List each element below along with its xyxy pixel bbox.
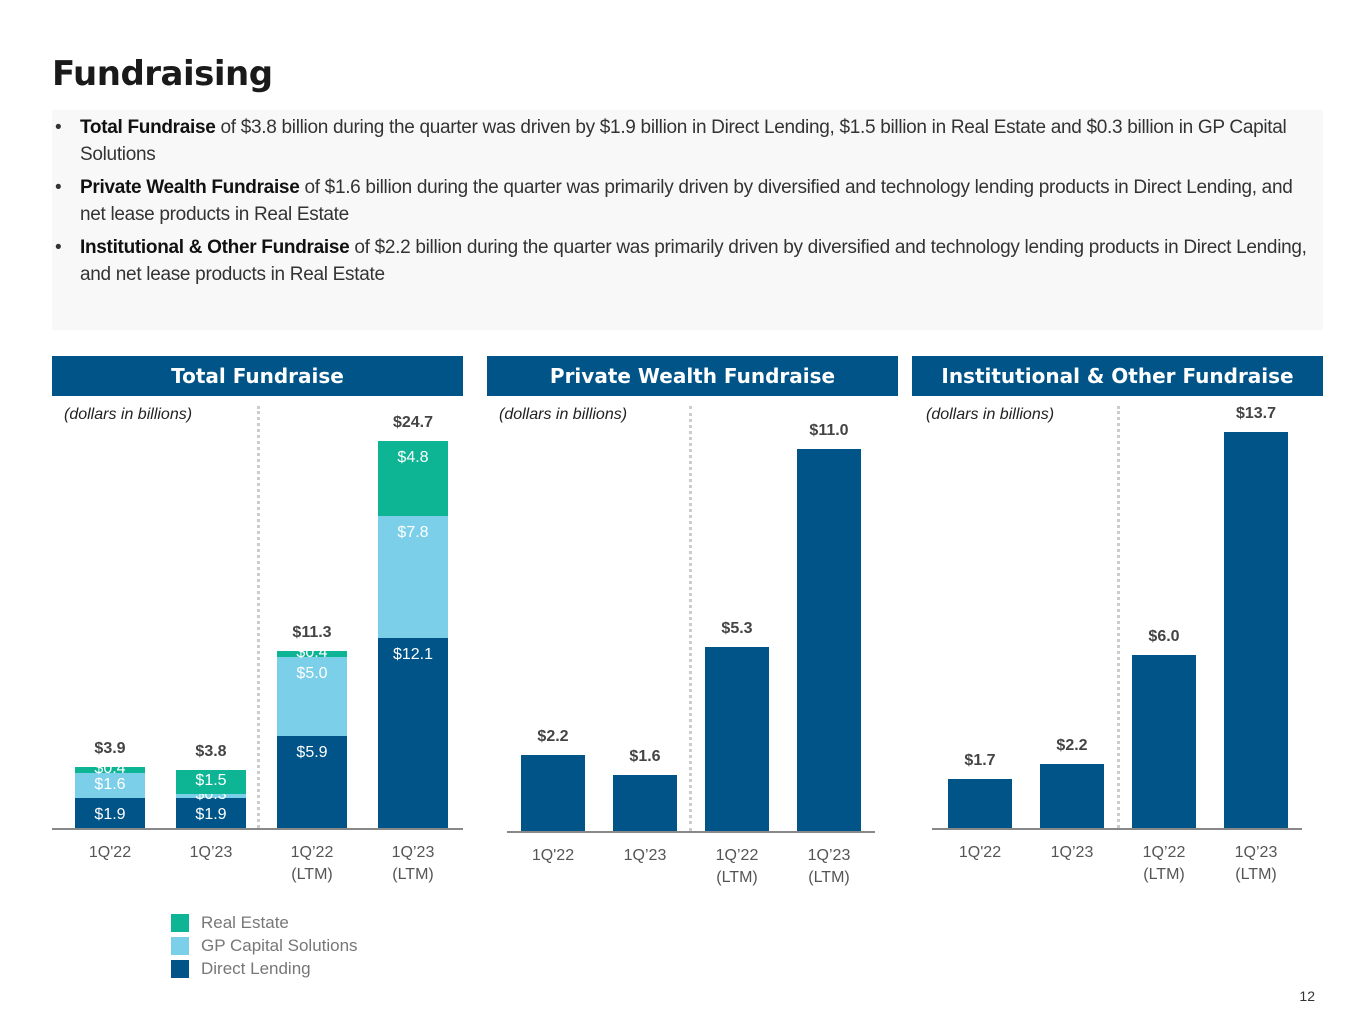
x-tick-label: 1Q’22 (LTM) [715,847,759,886]
bar-segment [613,775,677,831]
bar-segment [521,754,585,831]
bar-value-label: $4.8 [397,448,429,466]
bar-segment [75,773,145,799]
legend-item-real-estate: Real Estate [171,911,358,934]
legend: Real Estate GP Capital Solutions Direct … [171,911,358,980]
bar-total-label: $11.0 [809,422,849,440]
bar-segment [378,516,448,639]
bar-value-label: $1.9 [94,806,126,823]
bar-segment [948,778,1012,828]
page-title: Fundraising [52,54,273,94]
bar-total-label: $3.9 [94,739,126,757]
dotted-divider [689,406,692,831]
bar-value-label: $1.5 [195,771,227,789]
dotted-divider [1117,406,1120,828]
bar-value-label: $0.4 [94,760,126,778]
page-number: 12 [1299,988,1315,1004]
chart-header-total: Total Fundraise [52,356,463,396]
x-axis [932,828,1302,830]
x-tick-label: 1Q'22 [531,847,575,864]
bar-total-label: $1.6 [629,748,661,766]
bullet-private-wealth: • Private Wealth Fundraise of $1.6 billio… [55,177,1293,225]
x-tick-label: 1Q’23 (LTM) [391,844,435,883]
bar-total-label: $13.7 [1235,405,1277,423]
legend-swatch [171,913,189,932]
x-tick-label: 1Q'22 [88,844,132,861]
bar-segment [378,440,448,517]
bullet-institutional: • Institutional & Other Fundraise of $2.2… [55,237,1307,285]
dotted-divider [257,406,260,828]
summary-bullets: • Total Fundraise of $3.8 billion during … [52,110,1323,330]
x-axis [52,828,463,830]
bar-total-label: $24.7 [392,413,434,431]
units-note: (dollars in billions) [64,406,193,423]
bar-segment [378,638,448,828]
legend-swatch [171,936,189,955]
x-tick-label: 1Q’22 (LTM) [290,844,334,883]
x-axis [507,831,875,833]
bar-segment [1224,432,1288,828]
bar-value-label: $1.6 [94,775,126,793]
bar-segment [277,735,347,828]
legend-item-gp-capital: GP Capital Solutions [171,934,358,957]
bar-value-label: $12.1 [392,646,434,664]
units-note: (dollars in billions) [926,406,1055,423]
bar-segment [75,766,145,774]
bar-value-label: $5.9 [296,743,328,761]
bar-segment [277,650,347,658]
bar-total-label: $6.0 [1148,627,1180,645]
chart-header-institutional: Institutional & Other Fundraise [912,356,1323,396]
x-tick-label: 1Q'22 [958,844,1002,861]
bar-total-label: $5.3 [721,620,753,638]
bar-segment [176,798,246,828]
bar-value-label: $0.4 [296,644,328,662]
bar-segment [797,449,861,831]
bar-segment [705,647,769,831]
bar-total-label: $2.2 [537,727,569,745]
bar-segment [1040,764,1104,828]
bar-segment [277,657,347,736]
x-tick-label: 1Q’22 (LTM) [1142,844,1186,883]
bar-segment [75,798,145,828]
bar-total-label: $11.3 [292,623,332,641]
bar-value-label: $7.8 [397,524,429,542]
units-note: (dollars in billions) [499,406,628,423]
x-tick-label: 1Q’23 [189,844,233,861]
bar-segment [176,793,246,799]
bar-total-label: $1.7 [964,751,996,769]
legend-swatch [171,959,189,978]
legend-item-direct-lending: Direct Lending [171,957,358,980]
x-tick-label: 1Q’23 [623,847,667,864]
bar-total-label: $3.8 [195,743,227,761]
chart-header-private-wealth: Private Wealth Fundraise [487,356,898,396]
x-tick-label: 1Q’23 (LTM) [1234,844,1278,883]
bar-value-label: $5.0 [296,665,328,683]
x-tick-label: 1Q’23 [1050,844,1094,861]
bar-value-label: $1.9 [195,806,227,823]
bar-segment [176,770,246,794]
bar-total-label: $2.2 [1056,737,1088,755]
x-tick-label: 1Q’23 (LTM) [807,847,851,886]
bullet-total: • Total Fundraise of $3.8 billion during … [55,117,1287,165]
bar-segment [1132,654,1196,828]
